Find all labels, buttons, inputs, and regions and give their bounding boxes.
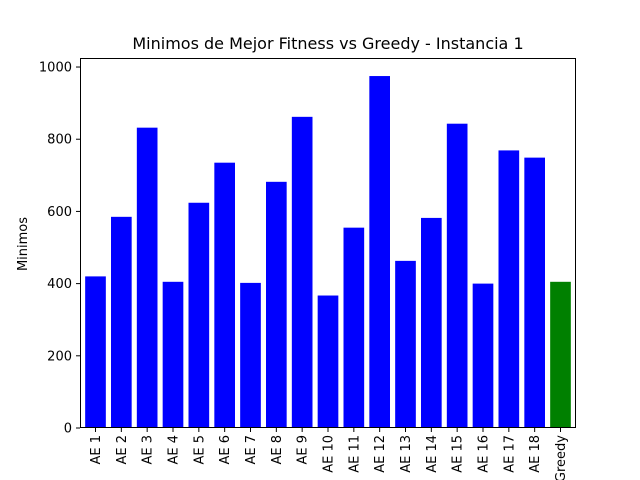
x-tick-label: Greedy (554, 435, 569, 480)
y-tick-label: 200 (47, 349, 72, 364)
bar-ae-10 (317, 295, 339, 428)
bar-ae-14 (421, 217, 442, 428)
bar-ae-1 (85, 276, 106, 428)
x-tick-label: AE 4 (167, 435, 182, 465)
x-tick-label: AE 16 (477, 435, 492, 473)
bar-ae-18 (524, 157, 545, 428)
bar-ae-2 (111, 216, 132, 428)
y-tick-label: 1000 (39, 61, 72, 76)
x-tick-label: AE 14 (425, 435, 440, 473)
bar-ae-17 (498, 150, 520, 428)
x-tick-label: AE 11 (347, 435, 362, 473)
x-tick-label: AE 15 (451, 435, 466, 473)
x-tick-label: AE 9 (296, 435, 311, 465)
bar-ae-13 (395, 260, 416, 428)
bar-ae-15 (446, 123, 468, 428)
x-tick-label: AE 12 (373, 435, 388, 473)
bar-ae-4 (162, 281, 184, 428)
x-tick-label: AE 18 (528, 435, 543, 473)
x-tick-label: AE 3 (141, 435, 156, 465)
bar-ae-6 (214, 162, 235, 428)
x-tick-label: AE 6 (218, 435, 233, 465)
y-axis-ticks: 0 200 400 600 800 1000 (39, 61, 80, 437)
plot-frame (80, 58, 576, 428)
chart-title: Minimos de Mejor Fitness vs Greedy - Ins… (132, 34, 523, 53)
x-tick-label: AE 5 (192, 435, 207, 465)
x-tick-label: AE 2 (115, 435, 130, 465)
bar-ae-7 (240, 282, 261, 428)
y-tick-label: 0 (64, 422, 72, 437)
x-tick-label: AE 7 (244, 435, 259, 465)
y-tick-label: 400 (47, 277, 72, 292)
bar-ae-3 (136, 127, 158, 429)
x-tick-label: AE 13 (399, 435, 414, 473)
x-tick-label: AE 10 (322, 435, 337, 473)
bar-ae-5 (188, 202, 210, 428)
x-tick-label: AE 1 (89, 435, 104, 465)
x-axis-ticks: AE 1 AE 2 AE 3 AE 4 AE 5 AE 6 AE 7 AE 8 AE 9 AE 1… (89, 428, 569, 480)
y-tick-label: 600 (47, 205, 72, 220)
y-tick-label: 800 (47, 133, 72, 148)
bars-group (85, 76, 571, 429)
x-tick-label: AE 8 (270, 435, 285, 465)
bar-ae-8 (266, 181, 287, 428)
bar-ae-16 (472, 283, 494, 428)
bar-ae-11 (343, 227, 365, 428)
x-tick-label: AE 17 (502, 435, 517, 473)
bar-ae-12 (369, 76, 390, 429)
bar-ae-9 (291, 116, 313, 429)
bar-greedy (550, 281, 571, 428)
y-axis-label: Minimos (16, 217, 31, 271)
